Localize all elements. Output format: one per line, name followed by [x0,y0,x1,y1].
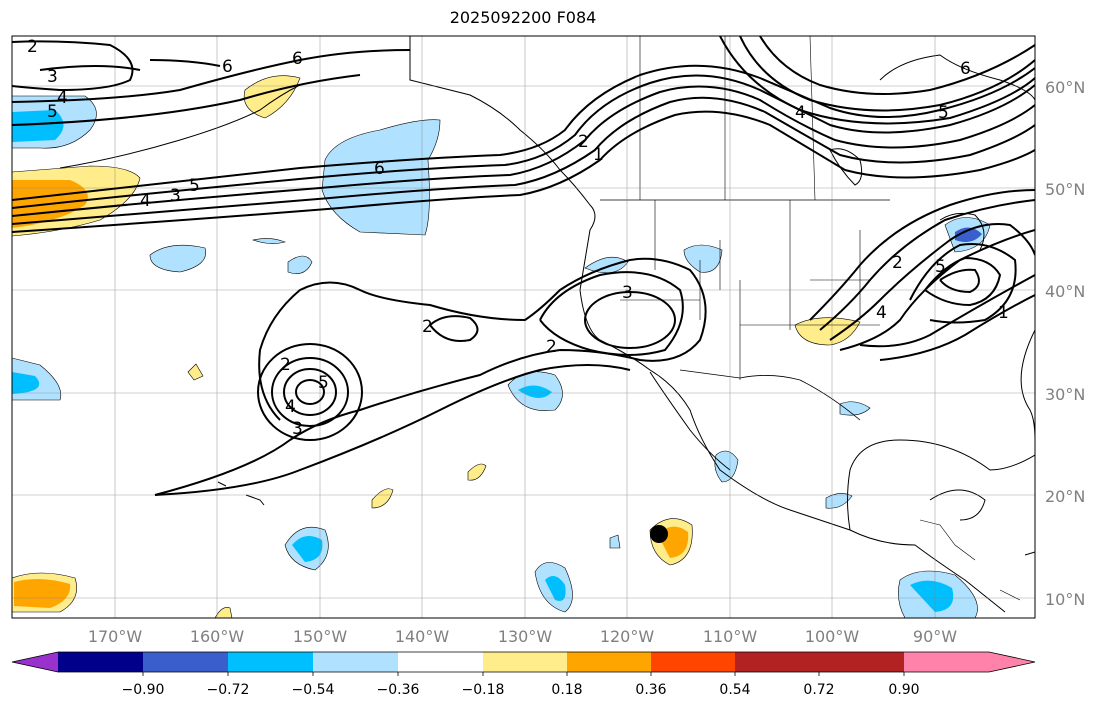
contour-label: 3 [292,419,303,439]
contour-label: 2 [578,132,589,152]
positive-anomaly-region [14,578,71,608]
negative-anomaly-region [251,238,286,244]
negative-anomaly-region [545,576,566,601]
contour-label: 2 [892,253,903,273]
contour-label: 4 [876,303,887,323]
colorbar-tick-label: 0.18 [551,682,582,698]
positive-anomaly-region [243,75,301,119]
colorbar-tick-label: −0.36 [377,682,420,698]
lon-tick-label: 120°W [600,627,655,646]
contour-label: 4 [285,397,296,417]
map-frame [11,35,1036,619]
negative-anomaly-region [12,110,64,142]
contour-label: 1 [593,145,604,165]
positive-anomaly-region [794,317,861,346]
lat-tick-label: 40°N [1045,282,1085,301]
colorbar-segment [228,652,313,672]
contour-label: 2 [280,355,291,375]
lon-tick-label: 160°W [190,627,245,646]
contour-label: 6 [374,159,385,179]
contour-label: 5 [47,102,58,122]
lon-tick-label: 140°W [395,627,450,646]
colorbar-segment [143,652,228,672]
negative-anomaly-region [518,385,552,399]
storm-center-marker [650,525,668,543]
negative-anomaly-region [287,255,313,274]
negative-anomaly-region [12,372,40,394]
contour-label: 6 [222,57,233,77]
map-title: 2025092200 F084 [449,8,597,27]
lon-tick-label: 110°W [703,627,758,646]
lat-tick-label: 10°N [1045,590,1085,609]
contour-label: 4 [57,88,68,108]
coastline-layer [59,36,1035,613]
colorbar-tick-label: 0.54 [719,682,750,698]
colorbar-extend-high [989,652,1035,672]
colorbar-segment [398,652,483,672]
colorbar-tick-label: 0.72 [803,682,834,698]
lat-tick-label: 60°N [1045,78,1085,97]
colorbar-segment [904,652,989,672]
contour-label: 3 [622,283,633,303]
positive-anomaly-region [467,463,487,481]
contour-label: 6 [960,59,971,79]
negative-anomaly-region [839,401,871,416]
lat-tick-label: 30°N [1045,385,1085,404]
colorbar-segment [819,652,904,672]
negative-anomaly-region [609,534,621,549]
contour-label: 5 [318,373,329,393]
colorbar-segment [58,652,143,672]
negative-anomaly-region [683,244,723,273]
colorbar-segment [735,652,819,672]
colorbar-outline [11,651,1036,673]
map-plot: 2 3 4 5 6 6 4 5 5 4 3 2 3 6 2 1 4 5 6 2 … [12,36,1035,618]
negative-anomaly-region [910,580,954,612]
colorbar-tick-label: 0.90 [888,682,919,698]
colorbar-segment [567,652,651,672]
positive-anomaly-region [371,488,394,509]
lat-tick-label: 20°N [1045,487,1085,506]
colorbar: −0.90 −0.72 −0.54 −0.36 −0.18 0.18 0.36 … [11,651,1036,698]
lon-tick-label: 90°W [913,627,957,646]
contour-label: 1 [998,303,1009,323]
colorbar-extend-low [12,652,58,672]
negative-anomaly-region [714,450,739,483]
longitude-axis: 170°W 160°W 150°W 140°W 130°W 120°W 110°… [88,627,957,646]
colorbar-tick-label: −0.54 [292,682,335,698]
gridlines [12,36,1035,618]
colorbar-segment [651,652,735,672]
contour-label: 6 [292,49,303,69]
contour-label: 4 [795,103,806,123]
contour-label: 2 [422,317,433,337]
lon-tick-label: 170°W [88,627,143,646]
contour-label: 3 [47,67,58,87]
contour-label: 3 [170,186,181,206]
lon-tick-label: 150°W [293,627,348,646]
contour-label: 5 [938,103,949,123]
contour-label: 2 [27,37,38,57]
negative-anomaly-region [292,536,323,562]
contour-label: 4 [140,191,151,211]
negative-anomaly-region [955,227,982,242]
lon-tick-label: 100°W [805,627,860,646]
colorbar-tick-label: 0.36 [635,682,666,698]
contour-labels: 2 3 4 5 6 6 4 5 5 4 3 2 3 6 2 1 4 5 6 2 … [27,37,1009,439]
colorbar-tick-label: −0.18 [462,682,505,698]
lat-tick-label: 50°N [1045,180,1085,199]
contour-label: 5 [935,257,946,277]
latitude-axis: 60°N 50°N 40°N 30°N 20°N 10°N [1045,78,1085,609]
colorbar-segment [313,652,398,672]
contour-label: 5 [189,176,200,196]
contour-label: 2 [546,337,557,357]
colorbar-tick-label: −0.72 [207,682,250,698]
negative-anomaly-region [584,256,629,274]
colorbar-tick-label: −0.90 [122,682,165,698]
contour-layer [12,36,1035,496]
positive-anomaly-region [187,363,204,381]
negative-anomaly-region [149,244,207,273]
colorbar-segment [483,652,567,672]
lon-tick-label: 130°W [498,627,553,646]
